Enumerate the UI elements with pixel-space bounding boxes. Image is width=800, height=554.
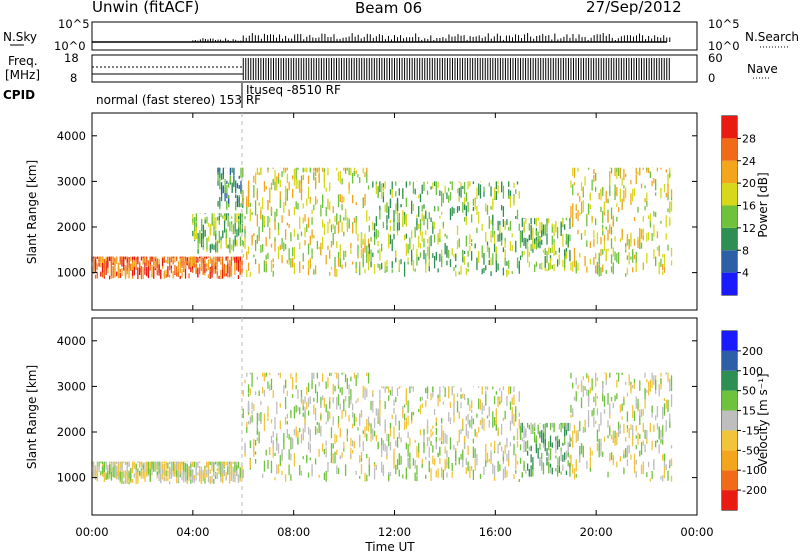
power-ytick-label: 1000: [57, 266, 86, 280]
velocity-colorbar-tick-label: 100: [742, 365, 763, 378]
freq-label-line2: [MHz]: [5, 68, 40, 82]
nave-label: Nave: [747, 62, 778, 76]
power-ytick-label: 4000: [57, 129, 86, 143]
power-ytick-label: 2000: [57, 220, 86, 234]
power-colorbar-tick-label: 4: [742, 267, 749, 280]
xtick-label: 00:00: [75, 525, 108, 539]
power-colorbar-tick-label: 12: [742, 222, 756, 235]
velocity-colorbar-swatch: [722, 370, 737, 391]
velocity-colorbar-swatch: [722, 331, 737, 351]
date-title: 27/Sep/2012: [586, 0, 682, 16]
nsky-tick-top: 10^5: [58, 17, 90, 31]
velocity-colorbar-swatch: [722, 350, 737, 371]
nsearch-tick-top: 10^5: [708, 17, 740, 31]
power-colorbar-swatch: [722, 272, 737, 295]
power-colorbar-swatch: [722, 138, 737, 161]
freq-tick-bottom: 8: [70, 71, 77, 85]
velocity-colorbar-tick-label: -200: [742, 484, 767, 497]
xtick-label: 20:00: [580, 525, 613, 539]
cpid-label: CPID: [3, 88, 35, 102]
power-colorbar-tick-label: 20: [742, 177, 756, 190]
velocity-colorbar-swatch: [722, 410, 737, 431]
beam-title: Beam 06: [355, 0, 422, 17]
xtick-label: 00:00: [680, 525, 713, 539]
power-colorbar-tick-label: 28: [742, 132, 756, 145]
power-colorbar-swatch: [722, 227, 737, 251]
freq-tick-top: 18: [64, 51, 79, 65]
power-colorbar-swatch: [722, 183, 737, 206]
xtick-label: 04:00: [176, 525, 209, 539]
power-colorbar-tick-label: 16: [742, 200, 756, 213]
xtick-label: 16:00: [479, 525, 512, 539]
power-colorbar-swatch: [722, 116, 737, 139]
nsky-label: N.Sky: [3, 30, 37, 44]
velocity-colorbar-swatch: [722, 430, 737, 451]
nave-tick-bottom: 0: [708, 71, 715, 85]
power-colorbar: 4 8 12 16 20 24 28: [722, 116, 756, 295]
cpid-segment-1: normal (fast stereo) 153 RF: [96, 93, 261, 107]
time-x-axis: 00:00 04:00 08:00 12:00 16:00 20:00 00:00: [75, 113, 714, 539]
freq-nave-traces: [92, 58, 670, 80]
power-colorbar-label: Power [dB]: [756, 172, 770, 237]
freq-label-line1: Freq.: [8, 54, 38, 68]
station-title: Unwin (fitACF): [92, 0, 199, 16]
velocity-colorbar-tick-label: 15: [742, 405, 756, 418]
nsky-panel-frame: [91, 21, 698, 51]
xtick-label: 08:00: [277, 525, 310, 539]
nsearch-label: N.Search: [745, 30, 799, 44]
velocity-ytick-label: 2000: [57, 425, 86, 439]
power-scatter: [91, 167, 673, 280]
nave-tick-top: 60: [708, 51, 723, 65]
nsky-tick-bottom: 10^0: [54, 39, 86, 53]
velocity-colorbar-swatch: [722, 490, 737, 510]
velocity-panel-frame: [91, 317, 698, 516]
power-colorbar-swatch: [722, 205, 737, 228]
velocity-colorbar-tick-label: -15: [742, 424, 760, 437]
velocity-colorbar-swatch: [722, 470, 737, 491]
velocity-ytick-label: 1000: [57, 471, 86, 485]
cpid-segment-2: Ituseq -8510 RF: [246, 83, 341, 97]
power-ylabel: Slant Range [km]: [25, 160, 39, 264]
velocity-ylabel: Slant Range [km]: [25, 365, 39, 469]
power-colorbar-tick-label: 8: [742, 244, 749, 257]
nsearch-tick-bottom: 10^0: [708, 39, 740, 53]
velocity-scatter: [91, 372, 673, 485]
nsky-bars: [92, 33, 671, 43]
time-xlabel: Time UT: [364, 540, 415, 554]
power-colorbar-tick-label: 24: [742, 155, 756, 168]
power-ytick-label: 3000: [57, 174, 86, 188]
velocity-colorbar-label: Velocity [m s⁻¹]: [756, 373, 770, 466]
velocity-colorbar-tick-label: -50: [742, 444, 760, 457]
velocity-y-axis: 1000 2000 3000 4000: [57, 334, 697, 485]
xtick-label: 12:00: [378, 525, 411, 539]
velocity-colorbar-tick-label: 200: [742, 345, 763, 358]
velocity-colorbar-swatch: [722, 450, 737, 471]
power-colorbar-swatch: [722, 250, 737, 273]
freq-panel-frame: [91, 54, 698, 83]
power-y-axis: 1000 2000 3000 4000: [57, 129, 697, 280]
velocity-ytick-label: 4000: [57, 334, 86, 348]
velocity-colorbar-swatch: [722, 390, 737, 411]
velocity-colorbar-tick-label: -100: [742, 464, 767, 477]
velocity-ytick-label: 3000: [57, 379, 86, 393]
velocity-colorbar: -200 -100 -50 -15 15 50 100 200: [722, 331, 767, 510]
power-colorbar-swatch: [722, 160, 737, 184]
velocity-colorbar-tick-label: 50: [742, 385, 756, 398]
